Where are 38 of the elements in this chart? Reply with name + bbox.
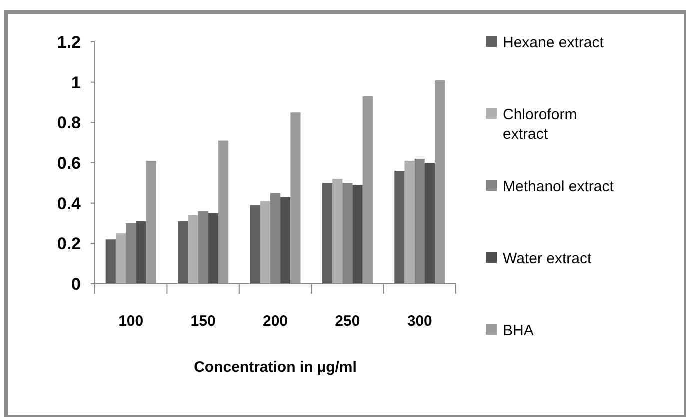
bar — [435, 80, 446, 284]
bar — [332, 179, 343, 284]
bar — [106, 240, 116, 284]
bar — [404, 160, 415, 284]
bar — [208, 213, 218, 284]
bar — [424, 163, 436, 284]
x-axis-title: Concentration in µg/ml — [194, 359, 357, 376]
bar — [136, 221, 146, 284]
y-tick-label: 0 — [72, 274, 81, 294]
y-tick-label: 1.2 — [57, 32, 81, 52]
bar — [146, 160, 156, 284]
bar — [178, 221, 188, 284]
bar — [116, 234, 126, 284]
legend-label: Chloroform extract — [503, 106, 578, 143]
y-tick-label: 0.4 — [57, 194, 82, 214]
bar — [322, 183, 333, 284]
bar — [188, 215, 198, 284]
bar — [260, 201, 270, 284]
y-tick-label: 1 — [72, 73, 81, 92]
y-tick-label: 0.2 — [57, 234, 81, 254]
bar — [218, 140, 229, 284]
bar — [394, 171, 405, 284]
x-tick-label: 100 — [118, 313, 144, 330]
x-tick-label: 250 — [335, 313, 360, 330]
bar — [352, 185, 363, 284]
bar — [250, 205, 260, 284]
x-tick-label: 300 — [407, 313, 432, 330]
legend-label: BHA — [503, 322, 534, 340]
legend-label: Methanol extract — [503, 178, 615, 196]
bar — [362, 96, 373, 284]
bar — [280, 197, 291, 284]
legend-label: Hexane extract — [503, 34, 605, 52]
y-tick-label: 0.8 — [57, 114, 81, 133]
x-tick-label: 150 — [190, 313, 216, 330]
x-tick-label: 200 — [262, 313, 288, 330]
legend-label: Water extract — [503, 250, 592, 268]
bar — [290, 112, 301, 284]
y-tick-label: 0.6 — [57, 154, 81, 173]
